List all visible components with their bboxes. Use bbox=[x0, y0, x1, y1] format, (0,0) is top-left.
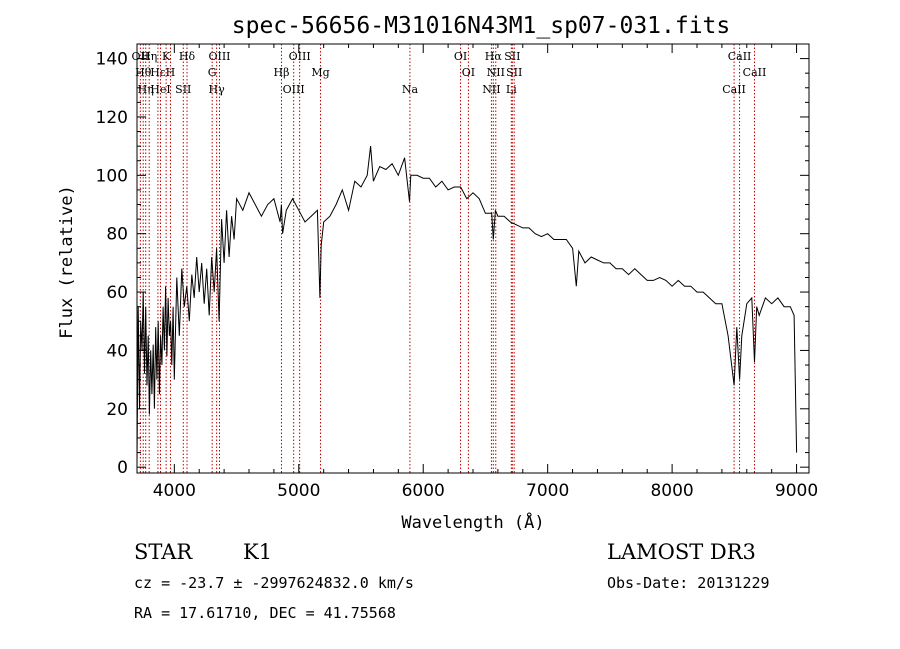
line-marker-label: SII bbox=[504, 50, 520, 63]
line-marker-label: OI bbox=[462, 66, 475, 79]
y-axis-label: Flux (relative) bbox=[57, 185, 77, 339]
line-marker-label: NII bbox=[482, 83, 500, 96]
line-marker-label: Hθ bbox=[135, 66, 152, 79]
y-tick-label: 120 bbox=[96, 108, 128, 128]
line-marker-label: Hε bbox=[150, 66, 166, 79]
x-tick-label: 7000 bbox=[526, 481, 569, 501]
line-markers bbox=[139, 44, 755, 473]
line-marker-label: Hα bbox=[485, 50, 503, 63]
line-marker-label: Hδ bbox=[179, 50, 196, 63]
line-marker-label: G bbox=[208, 66, 217, 79]
line-marker-label: OIII bbox=[208, 50, 230, 63]
line-marker-label: Mg bbox=[311, 66, 329, 79]
object-subclass: K1 bbox=[243, 540, 273, 564]
line-marker-label: H bbox=[166, 66, 176, 79]
line-marker-label: K bbox=[162, 50, 171, 63]
line-marker-label: OI bbox=[454, 50, 467, 63]
redshift-line: cz = -23.7 ± -2997624832.0 km/s bbox=[134, 574, 414, 592]
x-tick-label: 8000 bbox=[650, 481, 693, 501]
y-tick-label: 140 bbox=[96, 50, 128, 70]
y-tick-label: 80 bbox=[106, 225, 128, 245]
x-tick-label: 5000 bbox=[277, 481, 320, 501]
line-marker-label: NII bbox=[487, 66, 505, 79]
x-axis-label: Wavelength (Å) bbox=[401, 511, 544, 533]
spectrum-line bbox=[136, 146, 798, 465]
y-tick-label: 60 bbox=[106, 283, 128, 303]
x-axis: 4000 5000 6000 7000 8000 9000 bbox=[153, 44, 818, 501]
line-marker-label: CaII bbox=[728, 50, 752, 63]
line-marker-label: SII bbox=[506, 66, 522, 79]
y-tick-label: 20 bbox=[106, 400, 128, 420]
line-marker-label: Hη bbox=[138, 83, 154, 96]
y-axis: 0 20 40 60 80 100 120 140 bbox=[96, 50, 809, 478]
line-marker-label: HeI bbox=[150, 83, 170, 96]
y-tick-label: 0 bbox=[117, 458, 128, 478]
plot-frame bbox=[136, 43, 810, 474]
line-marker-label: CaII bbox=[743, 66, 767, 79]
object-class: STAR bbox=[134, 540, 193, 564]
line-marker-label: SII bbox=[175, 83, 191, 96]
survey-name: LAMOST DR3 bbox=[607, 540, 756, 564]
coordinates: RA = 17.61710, DEC = 41.75568 bbox=[134, 604, 396, 622]
line-labels: OIIHθHηHηHεHeIKHSIIHδGHγOIIIHβOIIIOIIIMg… bbox=[132, 50, 767, 96]
chart-title: spec-56656-M31016N43M1_sp07-031.fits bbox=[232, 13, 731, 39]
line-marker-label: Na bbox=[402, 83, 419, 96]
line-marker-label: OII bbox=[132, 50, 150, 63]
y-tick-label: 100 bbox=[96, 166, 128, 186]
line-marker-label: CaII bbox=[722, 83, 746, 96]
x-tick-label: 4000 bbox=[153, 481, 196, 501]
line-marker-label: OIII bbox=[283, 83, 305, 96]
line-marker-label: Li bbox=[506, 83, 517, 96]
x-tick-label: 6000 bbox=[402, 481, 445, 501]
line-marker-label: Hη bbox=[141, 50, 157, 63]
line-marker-label: Hγ bbox=[209, 83, 226, 96]
x-tick-label: 9000 bbox=[775, 481, 818, 501]
y-tick-label: 40 bbox=[106, 341, 128, 361]
obs-date: Obs-Date: 20131229 bbox=[607, 574, 770, 592]
line-marker-label: OIII bbox=[289, 50, 311, 63]
line-marker-label: Hβ bbox=[274, 66, 290, 79]
